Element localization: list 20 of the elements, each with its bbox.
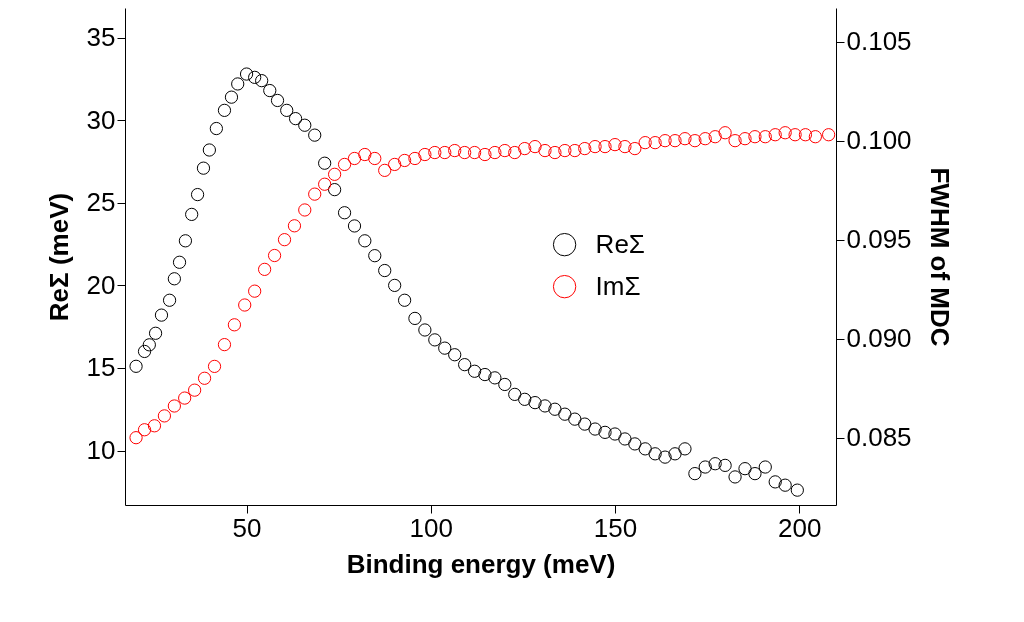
x-tick-label: 100 bbox=[409, 512, 453, 543]
y-tick-label: 10 bbox=[86, 435, 116, 466]
legend-label: ImΣ bbox=[595, 270, 641, 301]
y-tick-label: 35 bbox=[86, 22, 116, 53]
y2-tick-label: 0.100 bbox=[846, 125, 912, 156]
y-tick-label: 20 bbox=[86, 269, 116, 300]
y2-tick-label: 0.085 bbox=[846, 422, 912, 453]
x-tick-label: 150 bbox=[593, 512, 638, 543]
y2-tick-label: 0.095 bbox=[846, 224, 912, 255]
y2-tick-label: 0.090 bbox=[846, 323, 912, 354]
y-tick-label: 25 bbox=[86, 187, 116, 218]
x-tick-label: 200 bbox=[777, 512, 822, 543]
y-axis-title: ReΣ (meV) bbox=[43, 192, 74, 322]
legend-label: ReΣ bbox=[595, 228, 645, 259]
y-tick-label: 30 bbox=[86, 104, 116, 135]
y2-axis-title: FWHM of MDC bbox=[924, 167, 955, 347]
y2-tick-label: 0.105 bbox=[846, 26, 912, 57]
x-axis-title: Binding energy (meV) bbox=[346, 548, 616, 579]
x-tick-label: 50 bbox=[232, 512, 262, 543]
y-tick-label: 15 bbox=[86, 352, 116, 383]
